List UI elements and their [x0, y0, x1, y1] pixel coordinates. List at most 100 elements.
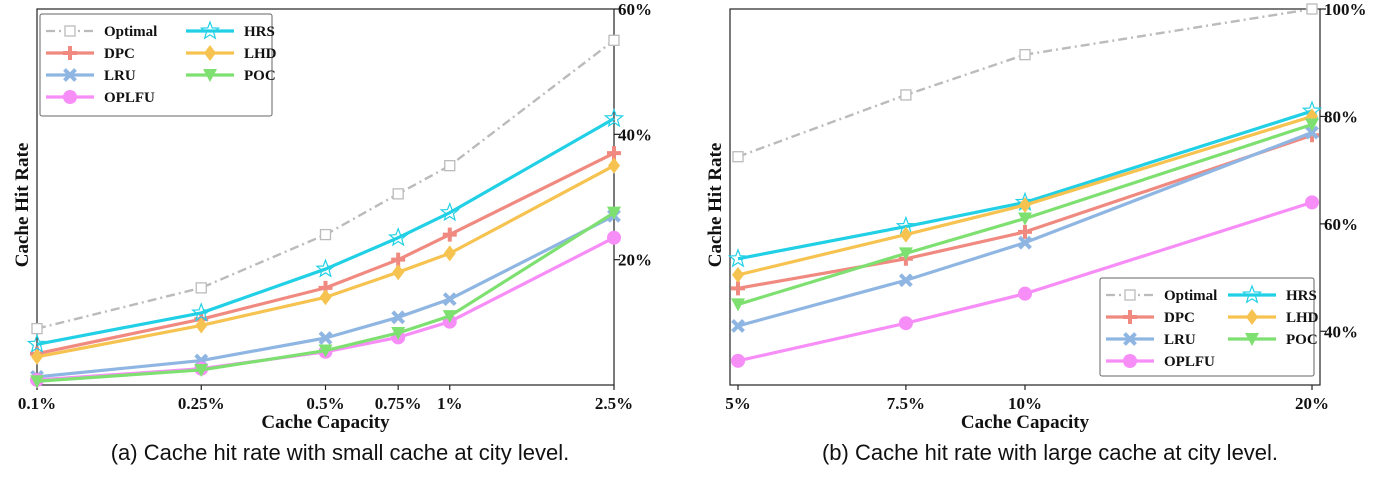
series-hrs: [26, 107, 625, 353]
series-lhd: [31, 157, 620, 365]
series-line: [737, 200, 1313, 363]
data-point: [731, 318, 745, 333]
legend-label: HRS: [244, 24, 275, 40]
data-point: [607, 206, 621, 220]
data-point: [1018, 286, 1032, 301]
legend-label: OPLFU: [104, 90, 155, 106]
series-line: [737, 131, 1313, 328]
legend-label: LHD: [244, 46, 277, 62]
data-point: [31, 348, 43, 365]
x-tick-label: 0.5%: [306, 394, 344, 413]
legend-marker: [63, 68, 77, 82]
data-point: [442, 292, 457, 307]
data-point: [1305, 125, 1319, 140]
legend: Optimal DPC LRU OPLFU HRS LHD POC: [1099, 277, 1319, 377]
data-point: [443, 245, 456, 262]
y-axis-label: Cache Hit Rate: [705, 143, 726, 268]
data-point: [392, 188, 404, 200]
legend-marker: [1123, 332, 1137, 346]
series-poc: [30, 206, 621, 389]
legend-marker: [199, 20, 221, 40]
series-line: [36, 214, 615, 379]
data-point: [442, 227, 457, 242]
legend-marker: [63, 90, 77, 104]
legend-item-dpc: DPC: [1106, 310, 1195, 326]
series-line: [36, 117, 615, 346]
data-point: [444, 160, 456, 172]
data-point: [727, 248, 749, 268]
chart-a-caption: (a) Cache hit rate with small cache at c…: [110, 440, 570, 465]
series-line: [36, 39, 615, 330]
data-point: [391, 326, 406, 340]
y-axis-label: Cache Hit Rate: [12, 143, 33, 268]
legend-item-optimal: Optimal: [46, 24, 157, 40]
legend-item-lru: LRU: [46, 68, 136, 84]
data-point: [898, 316, 913, 331]
legend-label: DPC: [1164, 310, 1195, 326]
legend-marker: [203, 69, 217, 82]
legend-item-lru: LRU: [1106, 332, 1196, 348]
data-point: [900, 89, 912, 101]
y-tick-label: 100%: [1324, 0, 1367, 19]
series-lru: [731, 125, 1319, 333]
series-line: [737, 7, 1313, 158]
legend-box: [39, 13, 273, 117]
legend-label: POC: [244, 68, 276, 84]
legend-marker: [1241, 284, 1263, 304]
data-point: [391, 310, 406, 325]
x-tick-label: 5%: [725, 394, 751, 413]
legend-box: [1099, 277, 1315, 377]
data-point: [732, 266, 744, 283]
legend-marker: [1123, 310, 1137, 324]
x-axis-label: Cache Capacity: [261, 412, 390, 433]
data-point: [731, 281, 745, 296]
x-tick-label: 0.1%: [18, 394, 56, 413]
legend-marker: [63, 46, 77, 60]
x-tick-label: 0.75%: [375, 394, 422, 413]
y-tick-label: 40%: [1324, 322, 1358, 341]
series-poc: [731, 118, 1319, 312]
legend-item-lhd: LHD: [186, 45, 277, 62]
data-point: [1018, 212, 1032, 226]
legend-marker: [1124, 289, 1136, 301]
legend-item-dpc: DPC: [46, 46, 135, 62]
legend-label: LRU: [1164, 332, 1196, 348]
legend-item-poc: POC: [1228, 332, 1318, 348]
data-point: [1019, 49, 1031, 61]
legend: Optimal DPC LRU OPLFU HRS LHD POC: [39, 13, 277, 117]
data-point: [1018, 235, 1032, 250]
series-line: [36, 164, 615, 359]
data-point: [26, 333, 48, 353]
data-point: [1306, 3, 1318, 15]
legend-label: LRU: [104, 68, 136, 84]
data-point: [898, 247, 913, 261]
data-point: [319, 228, 332, 241]
series-line: [737, 122, 1313, 306]
legend-label: Optimal: [104, 24, 157, 40]
legend-item-poc: POC: [186, 68, 276, 84]
data-point: [392, 264, 405, 281]
data-point: [442, 310, 457, 324]
y-tick-label: 60%: [1324, 215, 1358, 234]
series-line: [737, 133, 1313, 290]
data-point: [899, 226, 912, 243]
x-tick-label: 2.5%: [595, 394, 633, 413]
series-line: [737, 114, 1313, 277]
legend-item-oplfu: OPLFU: [46, 90, 155, 106]
data-point: [195, 282, 207, 294]
data-point: [195, 317, 208, 334]
data-point: [608, 157, 620, 174]
legend-item-oplfu: OPLFU: [1106, 354, 1215, 370]
legend-label: DPC: [104, 46, 135, 62]
data-point: [318, 344, 333, 358]
series-line: [36, 151, 615, 356]
legend-label: Optimal: [1164, 288, 1217, 304]
legend-marker: [1123, 354, 1137, 368]
legend-item-lhd: LHD: [1228, 309, 1319, 326]
legend-marker: [1245, 333, 1259, 346]
series-optimal: [31, 34, 620, 335]
data-point: [1305, 195, 1319, 210]
data-point: [194, 363, 209, 377]
x-tick-label: 7.5%: [887, 394, 925, 413]
